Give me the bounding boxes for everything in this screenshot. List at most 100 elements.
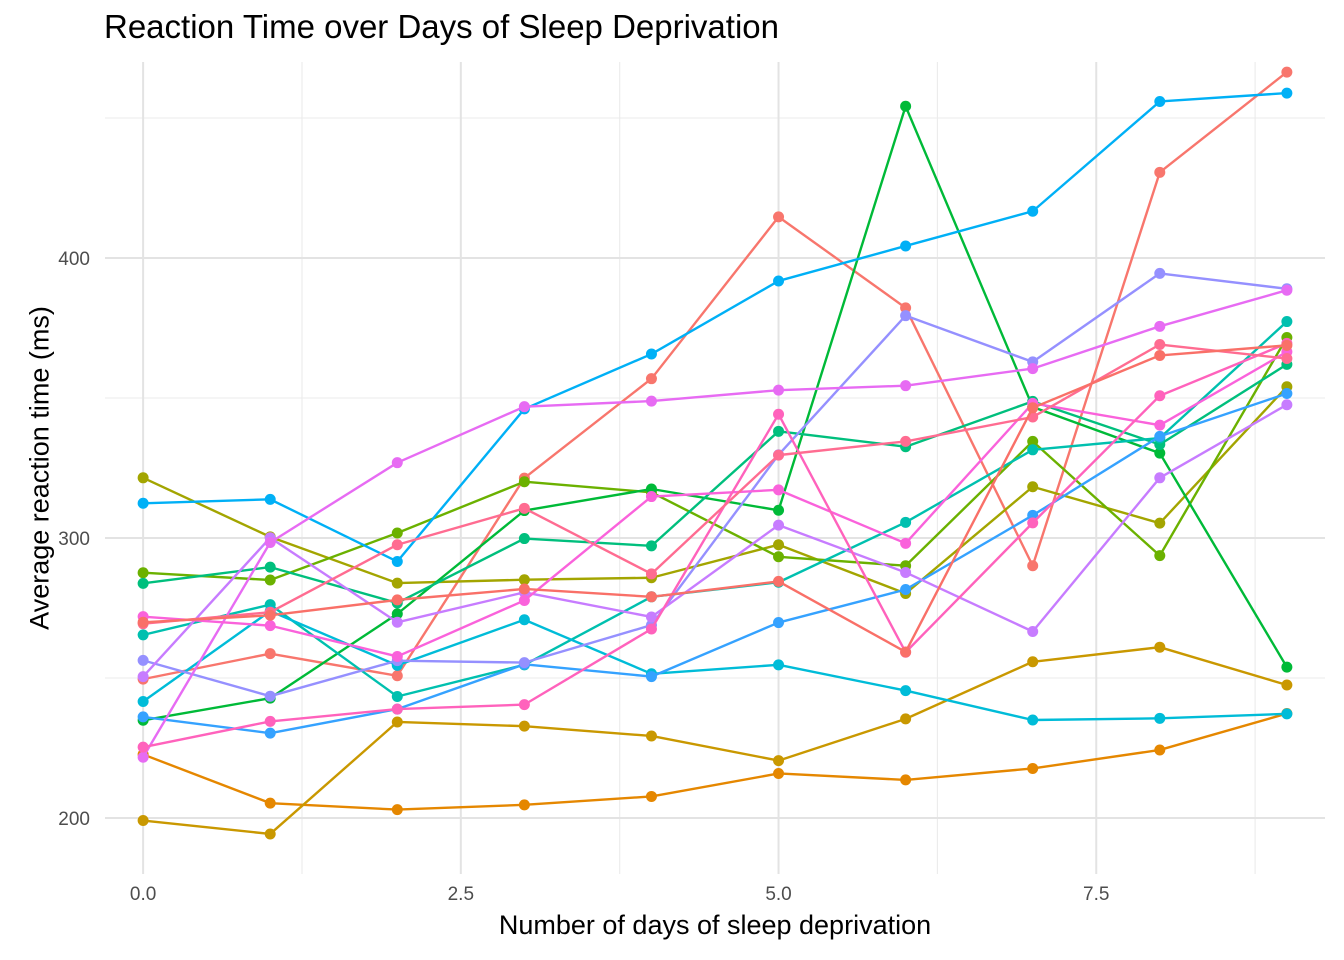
series-line — [143, 343, 1288, 625]
data-point — [1027, 435, 1039, 447]
series-line — [142, 289, 1288, 758]
y-tick-label: 300 — [58, 529, 90, 550]
data-point — [1027, 444, 1039, 456]
data-point — [518, 502, 530, 514]
data-point — [518, 476, 530, 488]
series-337 — [137, 87, 1293, 568]
data-point — [264, 536, 276, 548]
data-point — [264, 715, 276, 727]
series-309 — [137, 708, 1293, 816]
series-line — [142, 272, 1288, 698]
data-point — [1281, 339, 1293, 351]
series-line — [142, 646, 1288, 836]
data-point — [1281, 679, 1293, 691]
data-point — [391, 690, 403, 702]
data-point — [1154, 641, 1166, 653]
data-point — [1154, 430, 1166, 442]
data-point — [900, 537, 912, 549]
data-point — [900, 516, 912, 528]
data-point — [900, 566, 912, 578]
data-point — [1281, 399, 1293, 411]
series-line — [142, 320, 1288, 698]
series-layer — [137, 66, 1293, 840]
data-point — [1027, 560, 1039, 572]
data-point — [391, 670, 403, 682]
data-point — [137, 696, 149, 708]
data-point — [391, 527, 403, 539]
data-point — [391, 650, 403, 662]
data-point — [137, 629, 149, 641]
data-point — [1281, 388, 1293, 400]
series-369 — [137, 346, 1293, 662]
series-line — [143, 336, 1288, 582]
data-point — [264, 797, 276, 809]
data-point — [900, 100, 912, 112]
data-point — [645, 483, 657, 495]
series-352 — [137, 284, 1293, 763]
series-335 — [137, 605, 1293, 726]
data-point — [391, 608, 403, 620]
data-point — [1154, 267, 1166, 279]
series-line — [142, 385, 1288, 595]
data-point — [1154, 390, 1166, 402]
data-point — [773, 275, 785, 287]
data-point — [1027, 402, 1039, 414]
data-point — [518, 720, 530, 732]
y-tick-label: 400 — [58, 249, 90, 270]
y-tick-label: 200 — [58, 809, 90, 830]
x-axis-label: Number of days of sleep deprivation — [498, 910, 932, 940]
data-point — [518, 533, 530, 545]
data-point — [518, 614, 530, 626]
series-line — [142, 609, 1287, 722]
data-point — [773, 504, 785, 516]
y-axis-label: Average reaction time (ms) — [24, 306, 55, 630]
data-point — [900, 685, 912, 697]
data-point — [1027, 517, 1039, 529]
data-point — [1027, 626, 1039, 638]
data-point — [391, 556, 403, 568]
x-tick-label: 0.0 — [130, 884, 156, 905]
data-point — [1154, 447, 1166, 459]
data-point — [1281, 353, 1293, 365]
data-point — [518, 799, 530, 811]
data-point — [900, 646, 912, 658]
data-point — [391, 577, 403, 589]
data-point — [645, 540, 657, 552]
series-line — [142, 342, 1288, 749]
data-point — [391, 594, 403, 606]
data-point — [773, 617, 785, 629]
data-point — [645, 591, 657, 603]
data-point — [773, 539, 785, 551]
data-point — [1027, 363, 1039, 375]
data-point — [1154, 339, 1166, 351]
data-point — [900, 380, 912, 392]
data-point — [1154, 320, 1166, 332]
data-point — [645, 373, 657, 385]
data-point — [137, 577, 149, 589]
data-point — [1154, 550, 1166, 562]
data-point — [773, 519, 785, 531]
data-point — [773, 425, 785, 437]
series-331 — [137, 332, 1293, 586]
data-point — [264, 493, 276, 505]
grid — [105, 62, 1325, 874]
data-point — [1154, 95, 1166, 107]
data-point — [518, 583, 530, 595]
data-point — [1027, 205, 1039, 217]
data-point — [900, 584, 912, 596]
data-point — [391, 716, 403, 728]
data-point — [773, 384, 785, 396]
data-point — [1027, 656, 1039, 668]
data-point — [773, 659, 785, 671]
series-line — [142, 363, 1288, 605]
data-point — [264, 690, 276, 702]
data-point — [1154, 712, 1166, 724]
data-point — [1154, 349, 1166, 361]
series-310 — [137, 641, 1293, 840]
data-point — [391, 703, 403, 715]
data-point — [264, 727, 276, 739]
data-point — [645, 611, 657, 623]
data-point — [1281, 284, 1293, 296]
data-point — [137, 711, 149, 723]
